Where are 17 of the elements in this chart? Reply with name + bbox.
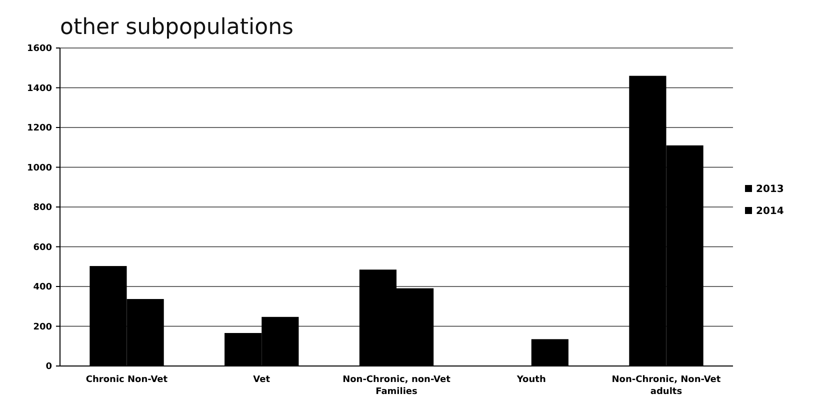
x-tick-label: Chronic Non-Vet (86, 375, 168, 385)
chart-title: other subpopulations (60, 15, 294, 40)
y-tick-label: 800 (33, 203, 52, 214)
legend-label: 2013 (756, 184, 784, 195)
y-tick-label: 200 (33, 322, 52, 332)
y-tick-label: 1000 (26, 163, 52, 174)
y-tick-label: 1400 (26, 84, 52, 94)
y-tick-label: 1600 (26, 44, 52, 54)
x-tick-label: Non-Chronic, Non-Vet adults (612, 375, 722, 397)
x-tick-label: Youth (516, 375, 546, 385)
y-tick-label: 400 (33, 282, 52, 293)
x-tick-label: Non-Chronic, non-Vet Families (342, 375, 452, 397)
y-tick-label: 0 (46, 362, 52, 372)
x-tick-label: Vet (253, 375, 271, 385)
y-tick-label: 1200 (26, 124, 52, 134)
legend-label: 2014 (756, 206, 784, 217)
y-tick-label: 600 (33, 242, 52, 253)
